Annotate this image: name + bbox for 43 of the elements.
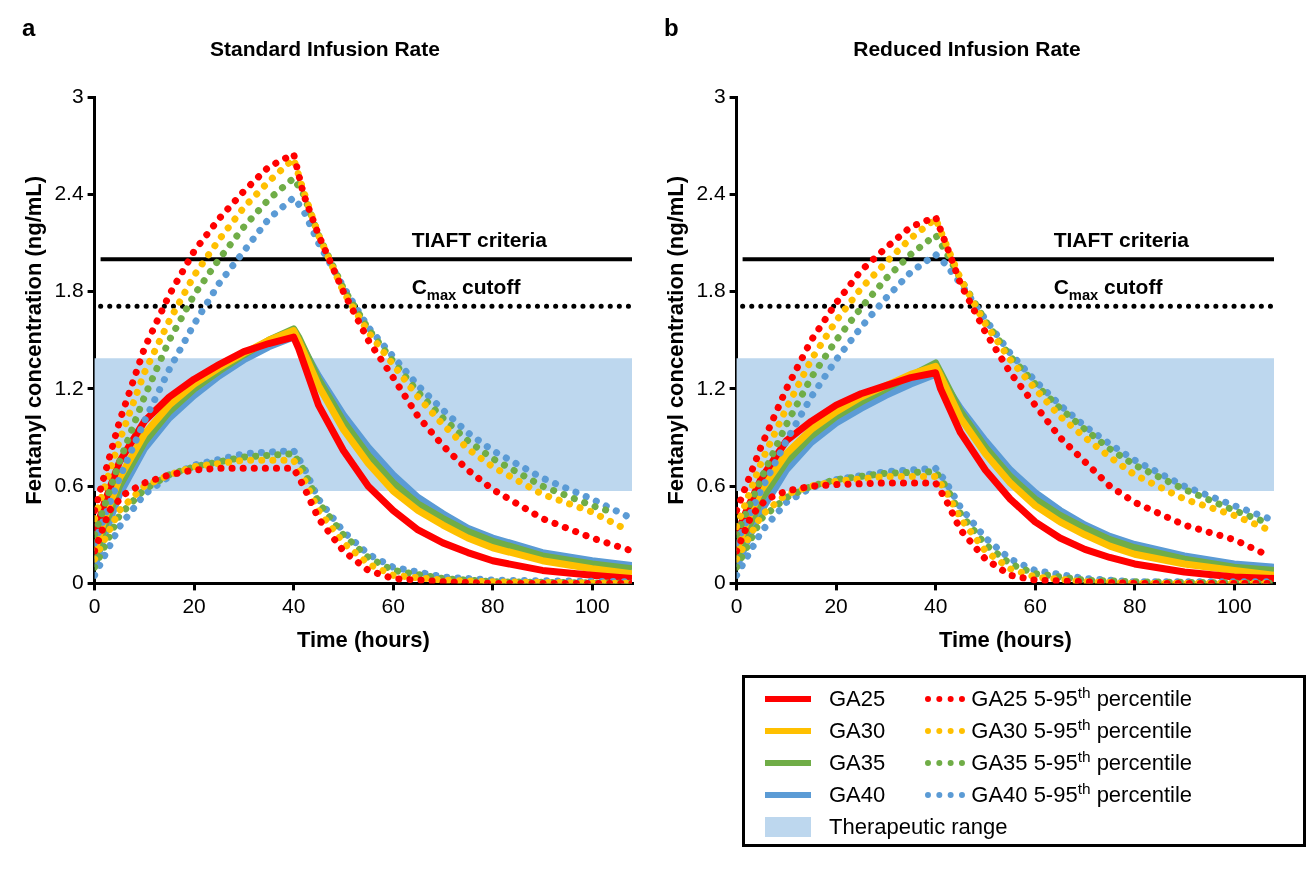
y-tick-label: 1.8 [696,278,726,302]
y-axis-title: Fentanyl concentration (ng/mL) [21,175,47,505]
x-tick-label: 20 [182,593,206,617]
y-axis-title: Fentanyl concentration (ng/mL) [663,175,689,505]
x-tick-label: 80 [480,593,505,617]
x-tick-label: 100 [574,593,610,617]
legend-label: GA40 5-95$^{th}$ percentile [971,779,1193,809]
y-tick-label: 0.6 [696,472,726,496]
x-tick-label: 0 [730,593,743,617]
x-tick-label: 0 [88,593,101,617]
x-tick-label: 20 [824,593,848,617]
y-tick-label: 0 [713,570,726,594]
y-tick-label: 3 [71,84,84,107]
y-tick-label: 1.2 [54,375,84,399]
text: a [22,14,36,42]
legend-label: GA40 [829,781,886,809]
chart-title: Reduced Infusion Rate [853,37,1081,61]
legend-label: GA35 [829,749,886,777]
y-tick-label: 2.4 [54,181,84,205]
legend-label: GA30 5-95$^{th}$ percentile [971,715,1193,745]
legend-label: Therapeutic range [829,813,1008,841]
y-tick-label: 1.2 [696,375,726,399]
x-tick-label: 100 [1216,593,1252,617]
y-tick-label: 1.8 [54,278,84,302]
x-axis-title: Time (hours) [938,626,1072,652]
legend-label: GA25 [829,685,886,713]
text: b [664,14,679,42]
y-tick-label: 2.4 [696,181,726,205]
x-tick-label: 40 [281,593,306,617]
legend-label: GA35 5-95$^{th}$ percentile [971,747,1193,777]
y-tick-label: 3 [713,84,726,107]
legend-label: GA30 [829,717,886,745]
x-tick-label: 60 [1023,593,1047,617]
x-tick-label: 40 [923,593,948,617]
y-tick-label: 0.6 [54,472,84,496]
x-axis-title: Time (hours) [296,626,430,652]
x-tick-label: 60 [381,593,405,617]
ref-line-label: TIAFT criteria [411,228,548,252]
y-tick-label: 0 [71,570,84,594]
legend-label: GA25 5-95$^{th}$ percentile [971,683,1193,713]
ref-line-label: TIAFT criteria [1053,228,1190,252]
chart-title: Standard Infusion Rate [210,37,440,61]
x-tick-label: 80 [1122,593,1147,617]
